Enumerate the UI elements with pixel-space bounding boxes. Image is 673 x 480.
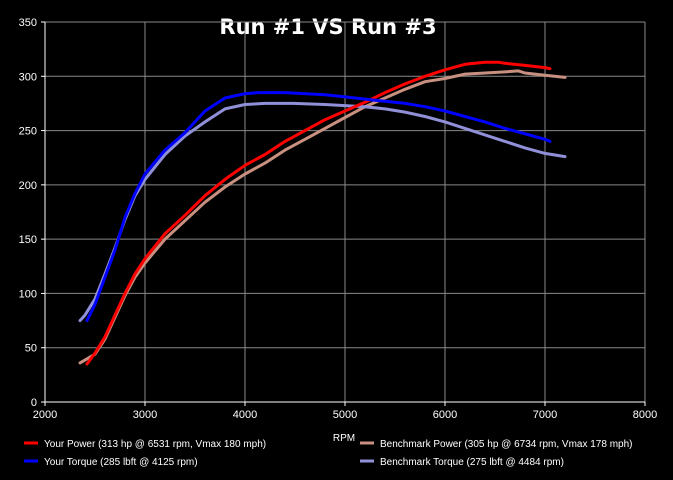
- x-tick-label: 6000: [433, 409, 457, 421]
- series-lines: [78, 60, 567, 366]
- y-tick-label: 100: [19, 288, 37, 300]
- series-line-1: [85, 91, 552, 323]
- x-axis-label: RPM: [333, 433, 355, 444]
- y-tick-label: 250: [19, 126, 37, 138]
- legend-entry: Benchmark Power (305 hp @ 6734 rpm, Vmax…: [380, 439, 633, 450]
- x-tick-label: 3000: [133, 409, 157, 421]
- y-tick-label: 300: [19, 71, 37, 83]
- y-tick-label: 0: [31, 397, 37, 409]
- legend-entry: Your Torque (285 lbft @ 4125 rpm): [44, 457, 198, 468]
- chart-title: Run #1 VS Run #3: [219, 15, 436, 39]
- y-tick-label: 150: [19, 234, 37, 246]
- y-tick-label: 50: [25, 343, 37, 355]
- x-tick-label: 8000: [633, 409, 657, 421]
- x-tick-label: 2000: [33, 409, 57, 421]
- series-line-0: [85, 60, 552, 366]
- legend-entry: Your Power (313 hp @ 6531 rpm, Vmax 180 …: [44, 439, 266, 450]
- y-tick-label: 350: [19, 17, 37, 29]
- x-tick-label: 4000: [233, 409, 257, 421]
- y-tick-label: 200: [19, 180, 37, 192]
- legend-entry: Benchmark Torque (275 lbft @ 4484 rpm): [380, 457, 564, 468]
- x-tick-label: 5000: [333, 409, 357, 421]
- tick-labels: 2000 3000 4000 5000 6000 7000 8000 0 50 100 150 200…: [19, 17, 658, 421]
- axes: [41, 21, 646, 406]
- x-tick-label: 7000: [533, 409, 557, 421]
- legend: Your Power (313 hp @ 6531 rpm, Vmax 180 …: [24, 439, 633, 468]
